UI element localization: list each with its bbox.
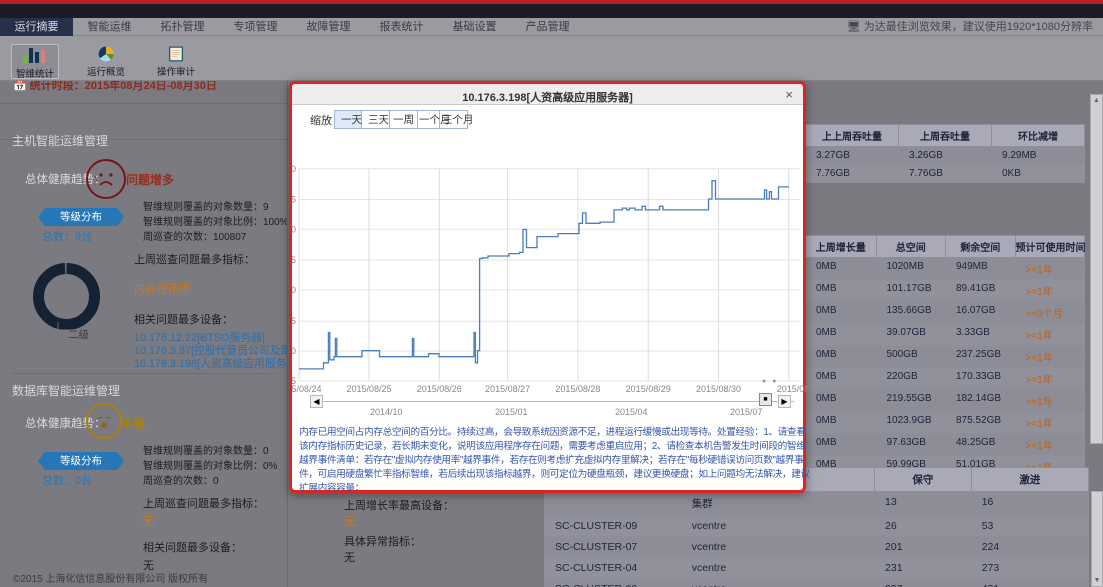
svg-text:35: 35 — [292, 316, 296, 326]
svg-text:60: 60 — [292, 164, 296, 174]
svg-text:30: 30 — [292, 346, 296, 356]
svg-text:55: 55 — [292, 195, 296, 205]
svg-text:50: 50 — [292, 225, 296, 235]
svg-text:40: 40 — [292, 285, 296, 295]
svg-text:45: 45 — [292, 255, 296, 265]
